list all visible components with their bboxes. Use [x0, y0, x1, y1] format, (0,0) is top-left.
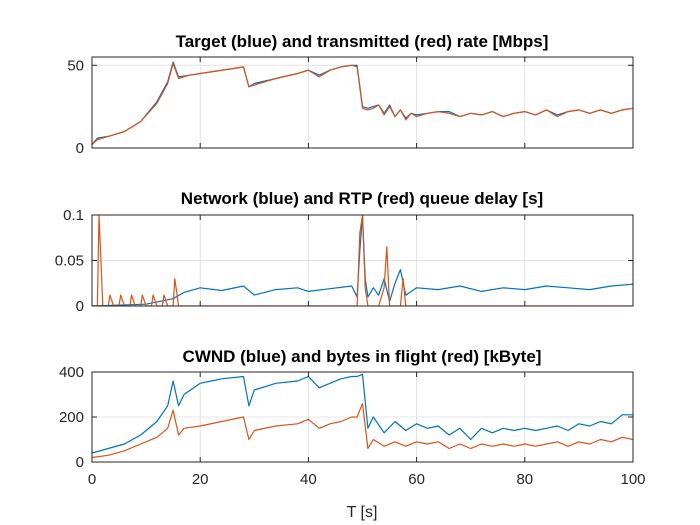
queue-delay-ytick-label: 0.1	[63, 207, 84, 224]
cwnd-xtick-label: 100	[620, 471, 645, 488]
rate-panel: Target (blue) and transmitted (red) rate…	[67, 32, 634, 157]
rate-series-red-line	[92, 62, 633, 146]
rate-panel-title: Target (blue) and transmitted (red) rate…	[176, 32, 549, 51]
queue-delay-panel-title: Network (blue) and RTP (red) queue delay…	[181, 189, 543, 208]
rate-axes-border	[91, 56, 634, 149]
cwnd-ytick-label: 400	[59, 364, 84, 381]
cwnd-ytick-label: 0	[76, 454, 84, 471]
cwnd-panel: CWND (blue) and bytes in flight (red) [k…	[59, 347, 646, 521]
cwnd-ytick-label: 200	[59, 409, 84, 426]
queue-delay-ytick-label: 0	[76, 298, 84, 315]
rate-ytick-label: 50	[67, 57, 84, 74]
queue-delay-ytick-label: 0.05	[55, 253, 84, 270]
queue-delay-panel: Network (blue) and RTP (red) queue delay…	[55, 189, 634, 315]
queue-delay-series-blue-line	[92, 214, 633, 306]
cwnd-xtick-label: 0	[88, 471, 96, 488]
cwnd-panel-title: CWND (blue) and bytes in flight (red) [k…	[183, 347, 542, 366]
cwnd-series-blue-line	[92, 373, 633, 454]
cwnd-xtick-label: 60	[408, 471, 425, 488]
cwnd-xtick-label: 20	[192, 471, 209, 488]
cwnd-panel-xlabel: T [s]	[347, 504, 378, 521]
rate-ytick-label: 0	[76, 140, 84, 157]
cwnd-series-red-line	[92, 402, 633, 459]
queue-delay-series-red-line	[92, 214, 633, 306]
cwnd-xtick-label: 80	[516, 471, 533, 488]
cwnd-xtick-label: 40	[300, 471, 317, 488]
